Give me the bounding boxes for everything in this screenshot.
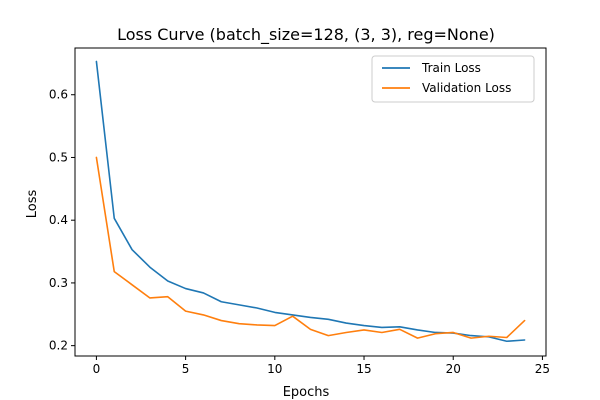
legend-label: Train Loss [421,61,481,75]
series-line-validation-loss [95,156,526,339]
y-axis-label: Loss [25,190,40,219]
x-tick-label: 10 [267,362,282,376]
ticks-layer: 0 5 10 15 20 25 0.2 0.3 0.4 0.5 0.6 [49,88,550,376]
x-axis-label: Epochs [283,385,330,400]
x-tick-label: 25 [535,362,550,376]
chart-title: Loss Curve (batch_size=128, (3, 3), reg=… [117,25,495,45]
y-tick-label: 0.6 [49,88,68,102]
y-tick-label: 0.3 [49,276,68,290]
x-tick-label: 5 [182,362,190,376]
plot-frame [74,47,547,357]
legend: Train Loss Validation Loss [371,55,535,103]
y-tick-label: 0.4 [49,213,68,227]
legend-box [371,55,535,103]
legend-label: Validation Loss [422,81,511,95]
x-tick-label: 0 [93,362,101,376]
y-tick-label: 0.2 [49,339,68,353]
x-tick-label: 20 [446,362,461,376]
x-tick-label: 15 [356,362,371,376]
series-layer [95,60,526,343]
y-tick-label: 0.5 [49,150,68,164]
